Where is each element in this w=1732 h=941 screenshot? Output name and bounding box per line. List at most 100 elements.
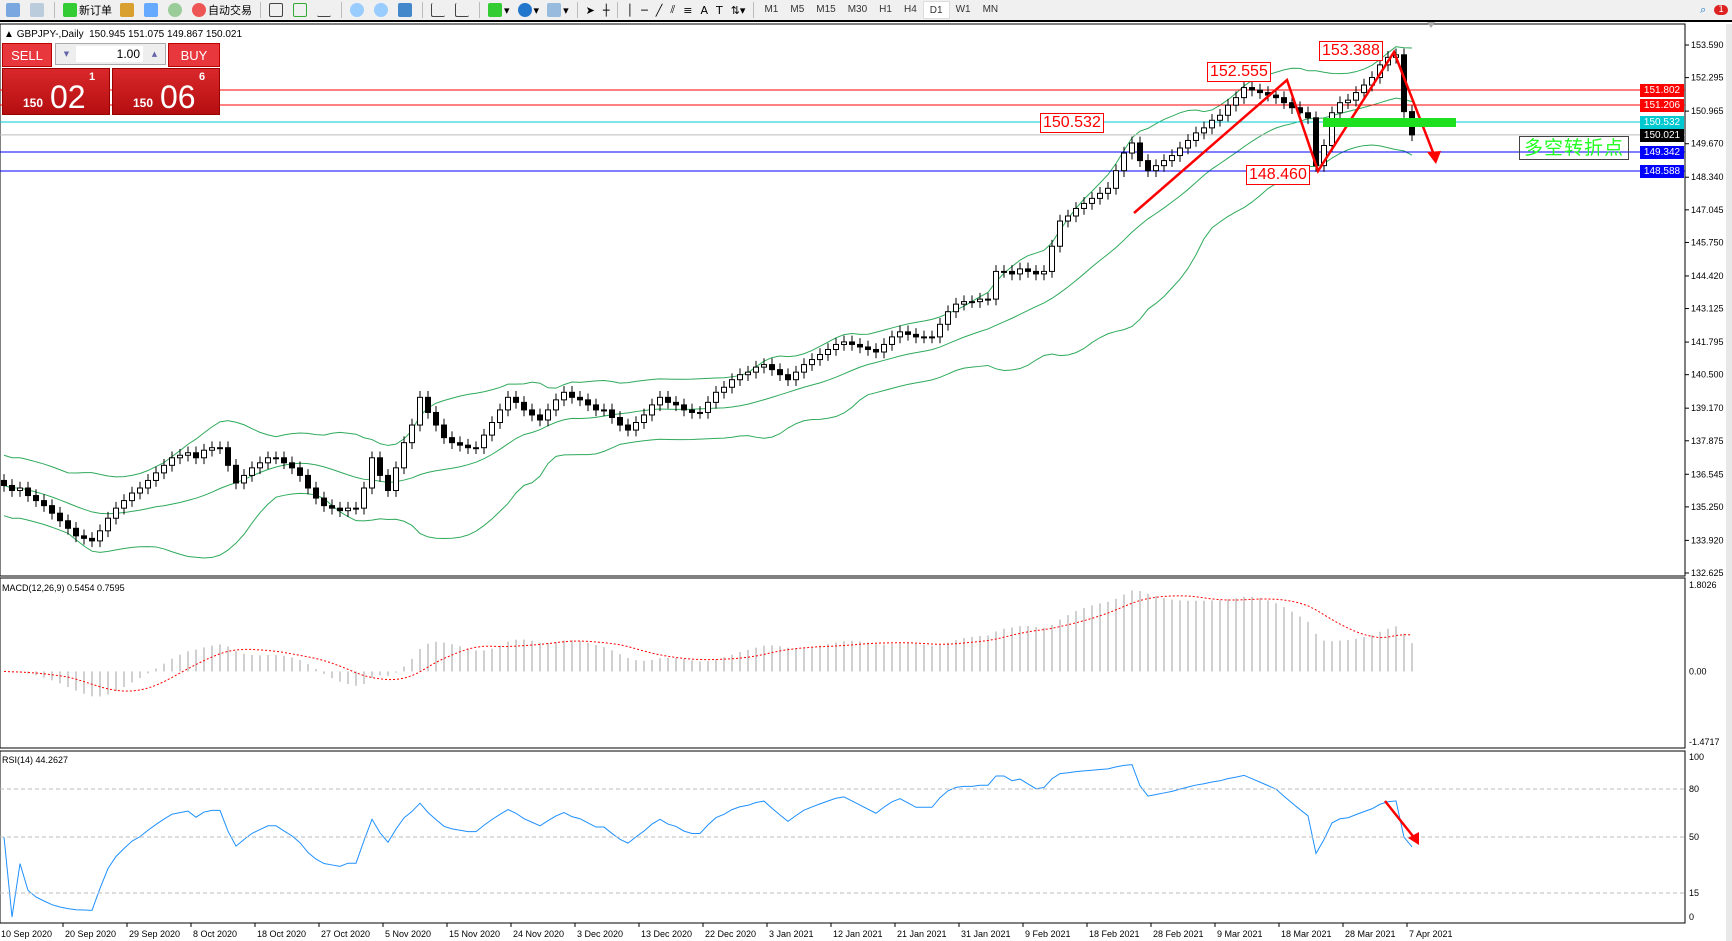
new-order-button[interactable]: 新订单: [59, 0, 116, 20]
zoom-in-button[interactable]: [346, 0, 370, 20]
candle: [505, 391, 511, 417]
candle: [1345, 93, 1351, 109]
bar-chart-button[interactable]: [265, 0, 289, 20]
clock-icon: [517, 3, 532, 17]
arrowhead-icon: [1408, 832, 1419, 845]
crosshair-button[interactable]: ┼: [599, 0, 614, 20]
macd-tick-label: 1.8026: [1689, 580, 1717, 590]
zoom-out-button[interactable]: [370, 0, 394, 20]
candle: [353, 501, 359, 515]
candle: [1153, 159, 1159, 177]
candle: [1185, 134, 1191, 155]
price-tick-label: 132.625: [1691, 568, 1724, 578]
timeframe-m5[interactable]: M5: [790, 4, 805, 15]
candle: [17, 481, 23, 497]
chart-shift-button[interactable]: [451, 0, 475, 20]
candle: [241, 469, 247, 490]
price-tick-label: 149.670: [1691, 139, 1724, 149]
candle: [705, 396, 711, 419]
timeframe-m30[interactable]: M30: [847, 4, 868, 15]
price-line-label: 151.206: [1640, 99, 1684, 113]
candle: [1105, 182, 1111, 200]
macd-signal-line: [3, 595, 1413, 692]
price-tick-label: 140.500: [1691, 370, 1724, 380]
candle: [489, 416, 495, 442]
auto-scroll-button[interactable]: [427, 0, 451, 20]
tile-windows-button[interactable]: [394, 0, 418, 20]
timeframe-mn[interactable]: MN: [982, 4, 999, 15]
trendline-button[interactable]: ╱: [652, 0, 667, 20]
rsi-tick-label: 0: [1689, 912, 1694, 922]
navigator-button[interactable]: [26, 0, 50, 20]
text-button[interactable]: A: [696, 0, 712, 20]
candle: [209, 441, 215, 457]
buy-price[interactable]: 150 06 6: [112, 68, 220, 115]
increase-lots-button[interactable]: ▲: [151, 50, 158, 58]
timeframe-h4[interactable]: H4: [903, 4, 917, 15]
price-tick-label: 143.125: [1691, 304, 1724, 314]
horizontal-line-button[interactable]: ─: [637, 0, 652, 20]
search-button[interactable]: ⌕: [1696, 0, 1710, 20]
timeframe-m15[interactable]: M15: [816, 4, 836, 15]
timeframe-w1[interactable]: W1: [955, 4, 971, 15]
candle: [881, 338, 887, 359]
annotation-label[interactable]: 152.555: [1207, 62, 1271, 82]
candle: [9, 479, 15, 497]
fibonacci-button[interactable]: ≡: [679, 0, 696, 20]
line-chart-button[interactable]: [313, 0, 337, 20]
turning-point-note[interactable]: 多空转折点: [1519, 136, 1629, 160]
periods-button[interactable]: ▾: [514, 0, 544, 20]
crosshair-icon: ┼: [602, 3, 610, 17]
auto-trading-button[interactable]: 自动交易: [188, 0, 256, 20]
timeframe-h1[interactable]: H1: [879, 4, 892, 15]
fibonacci-icon: ≡: [683, 3, 693, 17]
lots-input[interactable]: 1.00: [76, 46, 143, 62]
candle: [737, 368, 743, 387]
metaeditor-button[interactable]: [116, 0, 140, 20]
sell-button[interactable]: SELL: [2, 43, 52, 67]
candle: [1249, 81, 1255, 97]
notifications-button[interactable]: 1: [1710, 0, 1732, 20]
cursor-button[interactable]: ➤: [582, 0, 599, 20]
text-icon: A: [700, 3, 708, 17]
annotation-label[interactable]: 153.388: [1319, 41, 1383, 61]
label-button[interactable]: T: [712, 0, 727, 20]
candle: [657, 391, 663, 412]
date-tick-label: 27 Oct 2020: [321, 929, 370, 939]
decrease-lots-button[interactable]: ▼: [63, 50, 70, 58]
candle: [865, 340, 871, 356]
arrows-button[interactable]: ⇅▾: [727, 0, 750, 20]
annotation-label[interactable]: 150.532: [1040, 113, 1104, 133]
candle: [1025, 262, 1031, 278]
date-tick-label: 18 Mar 2021: [1281, 929, 1332, 939]
candle: [1241, 81, 1247, 104]
timeframe-d1[interactable]: D1: [922, 1, 950, 19]
channel-button[interactable]: ⫽: [666, 0, 679, 20]
templates-button[interactable]: ▾: [543, 0, 573, 20]
price-tick-label: 137.875: [1691, 436, 1724, 446]
timeframe-m1[interactable]: M1: [764, 4, 779, 15]
signals-button[interactable]: [164, 0, 188, 20]
candle: [1089, 192, 1095, 210]
buy-button[interactable]: BUY: [168, 43, 220, 67]
candle: [833, 338, 839, 356]
price-tick-label: 145.750: [1691, 237, 1724, 247]
candle: [793, 365, 799, 387]
indicators-button[interactable]: ▾: [484, 0, 514, 20]
scrollbar[interactable]: [1726, 24, 1732, 941]
candle: [113, 501, 119, 525]
new-chart-button[interactable]: [2, 0, 26, 20]
history-button[interactable]: [140, 0, 164, 20]
candle: [849, 335, 855, 351]
sell-price[interactable]: 150 02 1: [2, 68, 110, 115]
search-icon: ⌕: [1700, 3, 1707, 16]
date-tick-label: 28 Mar 2021: [1345, 929, 1396, 939]
vertical-line-button[interactable]: │: [622, 0, 637, 20]
candle: [1193, 126, 1199, 147]
candlestick-button[interactable]: [289, 0, 313, 20]
price-line-label: 151.802: [1640, 84, 1684, 98]
candle: [897, 325, 903, 344]
annotation-label[interactable]: 148.460: [1246, 165, 1310, 185]
candle: [281, 451, 287, 470]
